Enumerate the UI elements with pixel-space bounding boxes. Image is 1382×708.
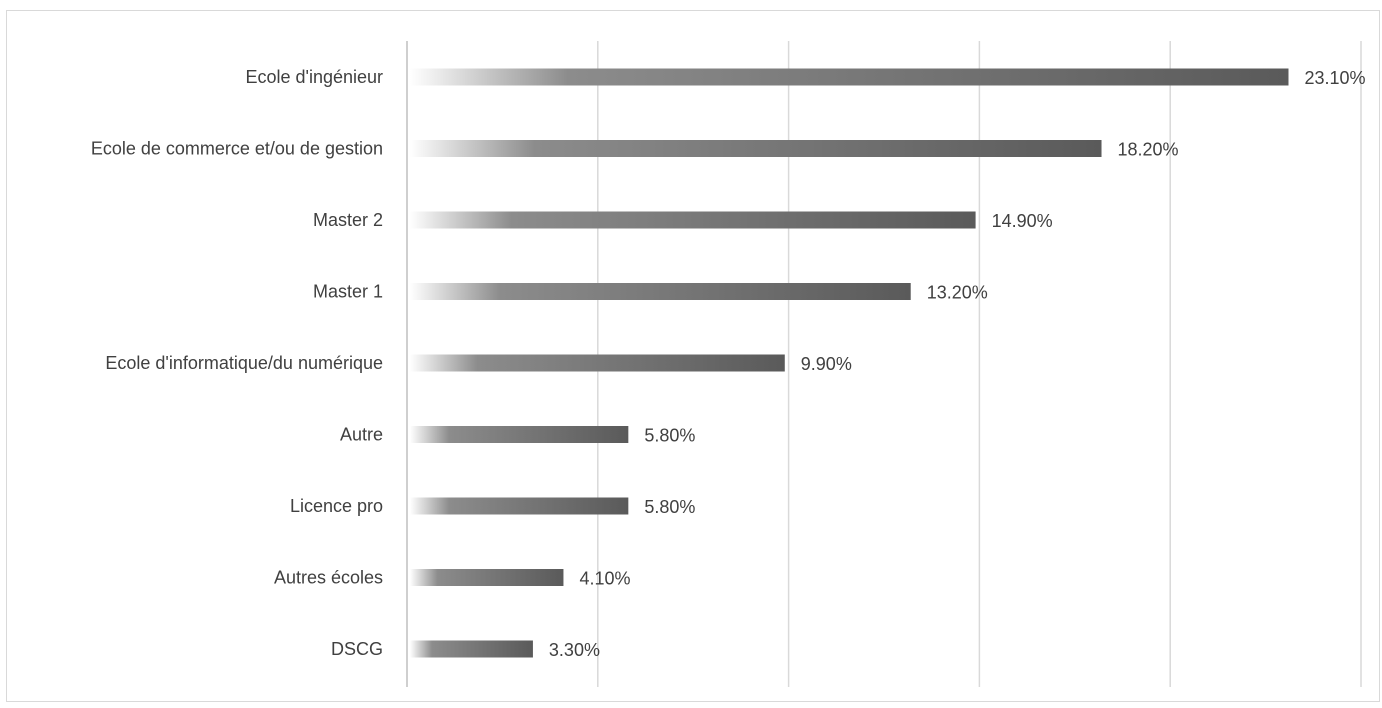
category-label: Master 1 (313, 282, 383, 302)
category-labels: Ecole d'ingénieur Ecole de commerce et/ou… (91, 67, 383, 659)
category-label: Ecole de commerce et/ou de gestion (91, 139, 383, 159)
bar-chart: Ecole d'ingénieur Ecole de commerce et/ou… (91, 41, 1366, 687)
category-label: Autre (340, 425, 383, 445)
data-label: 3.30% (549, 640, 600, 660)
bar (410, 211, 976, 229)
data-label: 23.10% (1304, 68, 1365, 88)
data-label: 5.80% (644, 426, 695, 446)
data-label: 18.20% (1118, 140, 1179, 160)
chart-area: Ecole d'ingénieur Ecole de commerce et/ou… (6, 10, 1380, 702)
category-label: Ecole d'ingénieur (245, 67, 383, 87)
data-labels: 23.10% 18.20% 14.90% 13.20% 9.90% 5.80% 5.80% 4… (549, 68, 1366, 660)
data-label: 14.90% (992, 211, 1053, 231)
bar (410, 283, 911, 300)
bar (410, 640, 533, 658)
category-label: Master 2 (313, 210, 383, 230)
data-label: 13.20% (927, 283, 988, 303)
bar (410, 140, 1102, 157)
category-label: DSCG (331, 639, 383, 659)
bar (410, 497, 629, 515)
bar (410, 426, 629, 443)
category-label: Ecole d'informatique/du numérique (105, 353, 383, 373)
bars (410, 68, 1289, 658)
data-label: 5.80% (644, 497, 695, 517)
bar (410, 68, 1289, 86)
data-label: 4.10% (579, 569, 630, 589)
data-label: 9.90% (801, 354, 852, 374)
category-label: Autres écoles (274, 568, 383, 588)
bar (410, 354, 785, 372)
bar (410, 569, 564, 586)
category-label: Licence pro (290, 496, 383, 516)
